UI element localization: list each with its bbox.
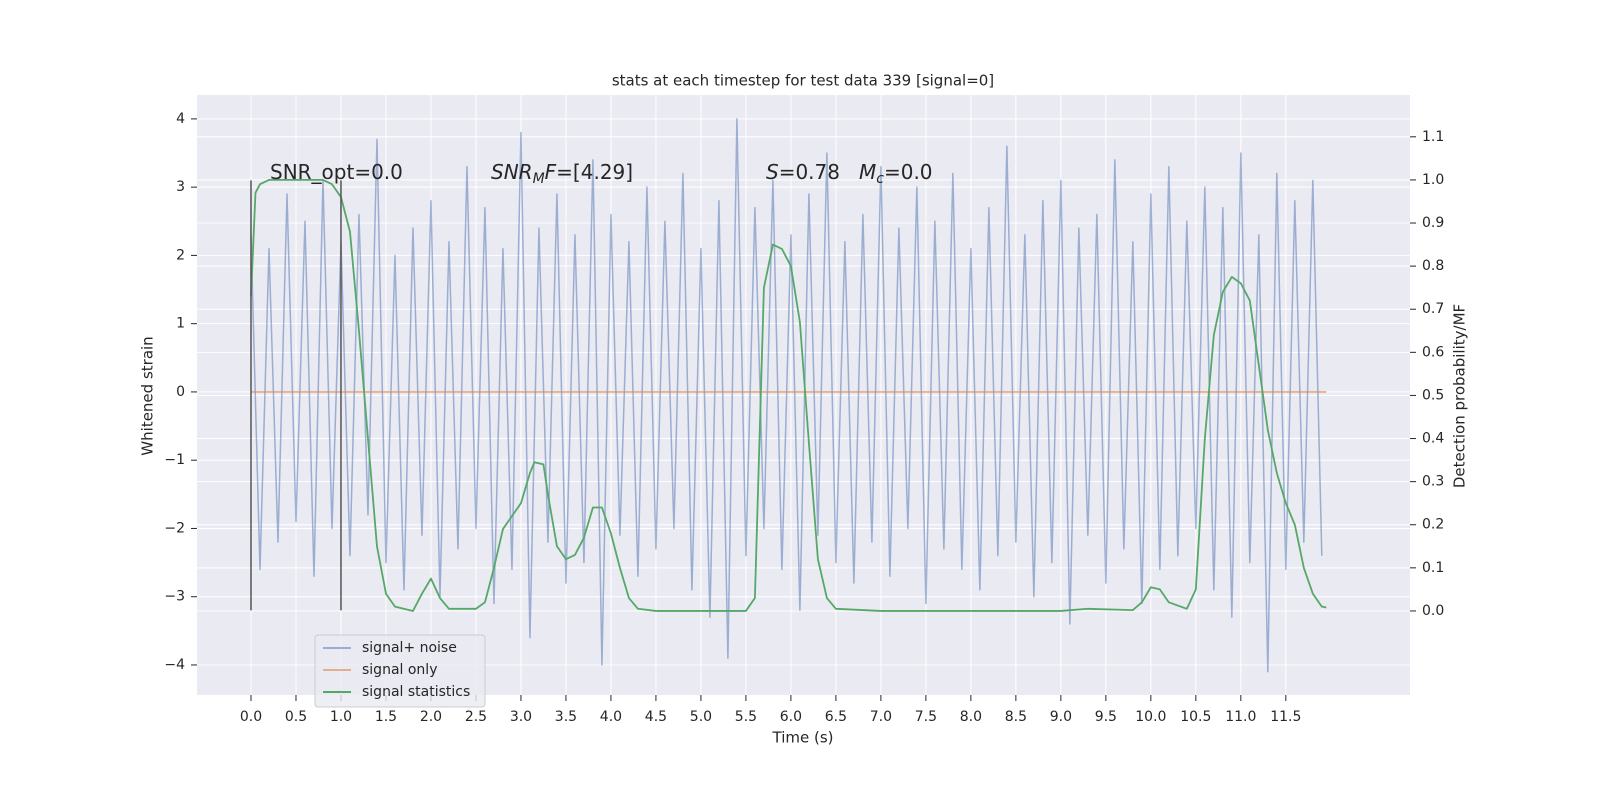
x-tick-label: 10.0 bbox=[1135, 709, 1166, 725]
x-tick-label: 10.5 bbox=[1180, 709, 1211, 725]
y2-tick-label: 0.5 bbox=[1422, 387, 1444, 403]
x-tick-label: 4.5 bbox=[645, 709, 667, 725]
x-tick-label: 3.5 bbox=[555, 709, 577, 725]
y2-tick-label: 0.2 bbox=[1422, 517, 1444, 533]
x-tick-label: 0.5 bbox=[285, 709, 307, 725]
line-series bbox=[250, 118, 1323, 673]
x-tick-label: 1.5 bbox=[375, 709, 397, 725]
legend-label: signal statistics bbox=[362, 684, 470, 700]
x-tick-label: 7.0 bbox=[870, 709, 892, 725]
annotation-part: SNR bbox=[491, 160, 533, 184]
x-tick-label: 1.0 bbox=[330, 709, 352, 725]
annotation: S=0.78 bbox=[766, 160, 840, 184]
labels: 0.0 0.5 1.0 1.5 2.0 2.5 3.0 3.5 4.0 4.5 5.0 5.5 6.0 6… bbox=[164, 111, 1444, 725]
marks bbox=[250, 118, 1327, 673]
y2-tick-label: 0.8 bbox=[1422, 258, 1444, 274]
x-tick-label: 9.0 bbox=[1050, 709, 1072, 725]
x-tick-label: 2.0 bbox=[420, 709, 442, 725]
y-tick-label: 4 bbox=[176, 111, 185, 127]
x-tick-label: 3.0 bbox=[510, 709, 532, 725]
y-tick-label: 1 bbox=[176, 316, 185, 332]
annotation-part: =0.78 bbox=[779, 160, 840, 184]
x-tick-label: 6.5 bbox=[825, 709, 847, 725]
y-tick-label: −4 bbox=[164, 657, 185, 673]
x-tick-label: 8.5 bbox=[1005, 709, 1027, 725]
y-tick-label: 2 bbox=[176, 247, 185, 263]
y2-tick-label: 1.1 bbox=[1422, 129, 1444, 145]
y-axis-label: Whitened strain bbox=[139, 336, 157, 455]
y2-tick-label: 0.7 bbox=[1422, 301, 1444, 317]
x-tick-label: 4.0 bbox=[600, 709, 622, 725]
legend-box bbox=[314, 634, 486, 708]
x-tick-label: 5.0 bbox=[690, 709, 712, 725]
x-tick-label: 11.5 bbox=[1270, 709, 1301, 725]
annotation-part: M bbox=[533, 171, 545, 187]
y2-tick-label: 1.0 bbox=[1422, 172, 1444, 188]
y2-tick-label: 0.4 bbox=[1422, 431, 1444, 447]
x-tick-label: 11.0 bbox=[1225, 709, 1256, 725]
x-tick-label: 8.0 bbox=[960, 709, 982, 725]
line-series bbox=[250, 179, 1327, 612]
y-tick-label: −1 bbox=[164, 452, 185, 468]
y-tick-label: −3 bbox=[164, 589, 185, 605]
y-tick-label: 3 bbox=[176, 179, 185, 195]
annotation-part: c bbox=[876, 171, 884, 187]
y2-axis-label: Detection probability/MF bbox=[1451, 304, 1469, 488]
x-tick-label: 5.5 bbox=[735, 709, 757, 725]
annotation: Mc=0.0 bbox=[859, 160, 933, 188]
chart-title: stats at each timestep for test data 339… bbox=[612, 72, 994, 90]
y2-tick-label: 0.1 bbox=[1422, 560, 1444, 576]
annotation-part: S bbox=[766, 160, 779, 184]
y2-tick-label: 0.9 bbox=[1422, 215, 1444, 231]
annotation: SNRMF=[4.29] bbox=[491, 160, 633, 188]
x-tick-label: 7.5 bbox=[915, 709, 937, 725]
legend-label: signal only bbox=[362, 662, 437, 678]
x-tick-label: 0.0 bbox=[240, 709, 262, 725]
x-tick-label: 6.0 bbox=[780, 709, 802, 725]
annotation-part: =0.0 bbox=[884, 160, 933, 184]
annotation-part: M bbox=[859, 160, 876, 184]
y-tick-label: −2 bbox=[164, 520, 185, 536]
x-tick-label: 9.5 bbox=[1095, 709, 1117, 725]
annotation-part: SNR_opt=0.0 bbox=[270, 160, 403, 184]
y2-tick-label: 0.3 bbox=[1422, 474, 1444, 490]
y-tick-label: 0 bbox=[176, 384, 185, 400]
y2-tick-label: 0.0 bbox=[1422, 603, 1444, 619]
legend-label: signal+ noise bbox=[362, 640, 457, 656]
y2-tick-label: 0.6 bbox=[1422, 344, 1444, 360]
x-tick-label: 2.5 bbox=[465, 709, 487, 725]
annotation-part: F bbox=[545, 160, 557, 184]
x-axis-label: Time (s) bbox=[772, 729, 834, 747]
annotation: SNR_opt=0.0 bbox=[270, 160, 403, 184]
annotation-part: =[4.29] bbox=[556, 160, 633, 184]
